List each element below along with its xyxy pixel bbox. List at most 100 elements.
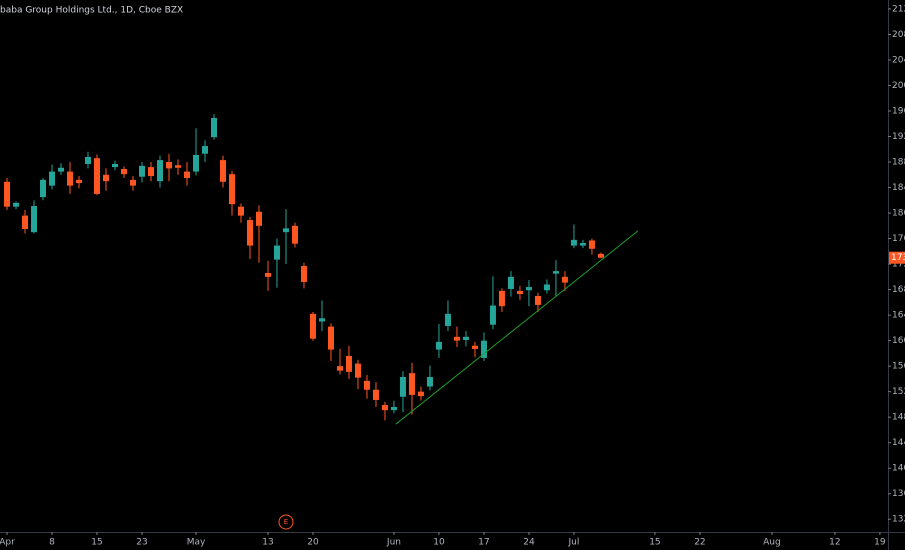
x-tick-label: Jul (568, 538, 580, 548)
x-tick-label: 19 (874, 538, 886, 548)
y-tick-label: 212 (892, 4, 905, 14)
candle-body (417, 391, 424, 397)
y-tick-label: 208 (892, 30, 905, 40)
candle-body (579, 243, 586, 246)
x-tick-label: 23 (136, 538, 147, 548)
candle-body (282, 228, 289, 233)
y-tick-label: 172 (892, 260, 905, 270)
candle-body (112, 163, 119, 168)
y-tick-label: 144 (892, 438, 905, 448)
candle-body (94, 158, 101, 194)
candle-body (426, 376, 433, 387)
x-tick-label: 8 (49, 538, 55, 548)
y-tick-label: 204 (892, 55, 905, 65)
y-tick-label: 192 (892, 132, 905, 142)
candle-body (85, 156, 92, 164)
candle-body (399, 376, 406, 397)
candle-body (543, 284, 550, 291)
candle-body (471, 345, 478, 349)
candle-body (444, 313, 451, 326)
candle-body (103, 174, 110, 182)
candle-body (139, 165, 146, 177)
candle-body (130, 179, 137, 186)
x-tick-label: 15 (91, 538, 102, 548)
candle-body (534, 295, 541, 305)
y-tick-label: 164 (892, 311, 905, 321)
x-tick-label: 17 (478, 538, 489, 548)
candle-body (525, 287, 532, 291)
candle-body (210, 118, 217, 138)
y-tick-label: 132 (892, 515, 905, 525)
candle-body (453, 336, 460, 341)
candle-body (372, 389, 379, 400)
candle-body (588, 240, 595, 249)
candle-body (13, 202, 20, 207)
candle-body (597, 253, 604, 258)
x-tick-label: Jun (386, 538, 401, 548)
candle-body (516, 290, 523, 295)
y-tick-label: 156 (892, 362, 905, 372)
candle-body (76, 179, 83, 184)
candle-body (327, 326, 334, 350)
candle-body (291, 225, 298, 244)
last-price-tag (889, 251, 905, 264)
candle-body (480, 340, 487, 358)
candle-body (58, 167, 65, 172)
x-tick-label: 24 (523, 538, 535, 548)
chart-title: baba Group Holdings Ltd., 1D, Cboe BZX (0, 6, 183, 16)
candle-body (570, 239, 577, 246)
candle-body (561, 276, 568, 283)
candle-body (552, 271, 559, 274)
candle-body (121, 169, 128, 175)
y-tick-label: 200 (892, 81, 905, 91)
x-tick-label: 12 (829, 538, 840, 548)
candle-body (40, 179, 47, 198)
candle-body (192, 155, 199, 172)
last-price-label: 173 (891, 253, 905, 263)
candle-body (255, 211, 262, 226)
candle-body (390, 406, 397, 411)
candle-body (49, 171, 56, 186)
y-tick-label: 140 (892, 464, 905, 474)
earnings-marker (278, 514, 294, 530)
candle-body (174, 165, 181, 168)
candle-body (336, 366, 343, 371)
x-tick-label: 13 (262, 538, 273, 548)
trendline (395, 230, 639, 425)
candle-body (408, 373, 415, 395)
candle-body (300, 266, 307, 282)
earnings-label: E (284, 518, 288, 526)
candle-body (31, 206, 38, 233)
candle-body (345, 355, 352, 372)
candle-body (462, 336, 469, 340)
candle-body (4, 181, 11, 207)
y-tick-label: 152 (892, 387, 905, 397)
x-tick-label: 20 (307, 538, 319, 548)
x-tick-label: May (187, 538, 206, 548)
candle-body (273, 245, 280, 260)
candle-body (309, 313, 316, 339)
x-tick-label: Aug (763, 538, 781, 548)
y-tick-label: 180 (892, 209, 905, 219)
candle-body (165, 162, 172, 169)
candle-body (507, 276, 514, 289)
x-tick-label: 22 (694, 538, 705, 548)
candle-body (264, 273, 271, 277)
candle-body (219, 160, 226, 182)
candle-body (354, 363, 361, 378)
candle-body (363, 380, 370, 390)
y-tick-label: 148 (892, 413, 905, 423)
candle-body (237, 206, 244, 216)
candle-body (381, 405, 388, 411)
candle-body (22, 215, 29, 230)
candle-body (435, 341, 442, 350)
y-tick-label: 160 (892, 336, 905, 346)
y-tick-label: 196 (892, 106, 905, 116)
candle-body (156, 160, 163, 182)
x-tick-label: 15 (649, 538, 660, 548)
x-tick-label: Apr (0, 538, 15, 548)
candle-body (318, 318, 325, 322)
candle-body (246, 220, 253, 246)
y-tick-label: 136 (892, 489, 905, 499)
